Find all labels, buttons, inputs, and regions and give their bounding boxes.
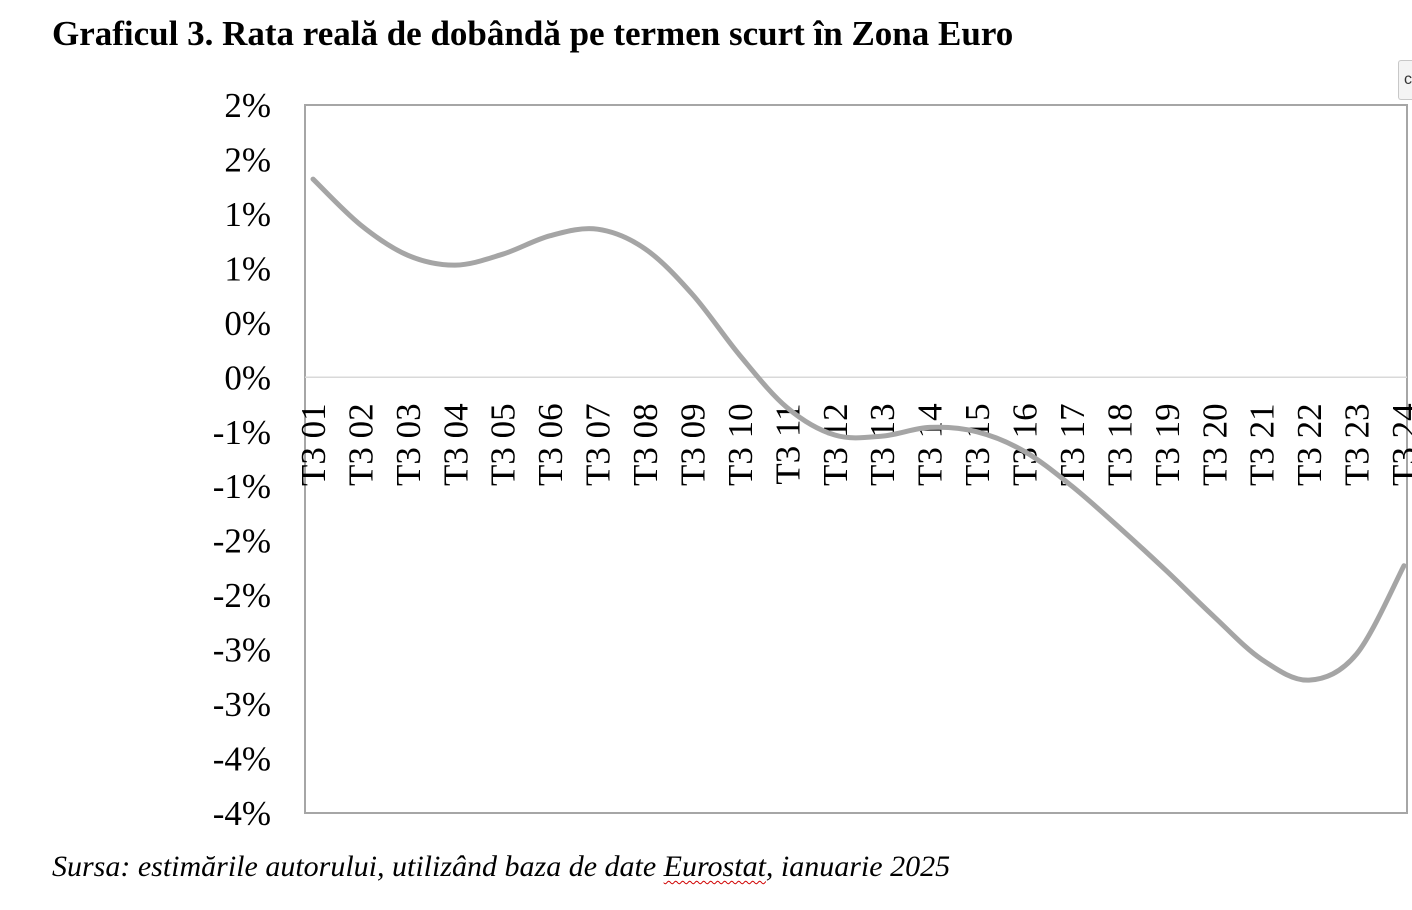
x-tick-label: T3 11 <box>768 403 807 484</box>
y-tick-label: -4% <box>213 794 271 833</box>
x-tick-label: T3 07 <box>579 403 618 486</box>
y-tick-label: -2% <box>213 522 271 561</box>
x-tick-label: T3 23 <box>1338 403 1377 486</box>
y-tick-label: -4% <box>213 740 271 779</box>
x-tick-label: T3 17 <box>1053 403 1092 486</box>
series-line <box>310 176 1407 683</box>
source-note: Sursa: estimările autorului, utilizând b… <box>52 850 950 884</box>
y-tick-label: -1% <box>213 413 271 452</box>
y-tick-label: -3% <box>213 685 271 724</box>
x-tick-label: T3 03 <box>389 403 428 486</box>
x-axis-ticks: T3 01 T3 02 T3 03 T3 04 T3 05 T3 06 T3 07 T3 08… <box>294 403 1412 486</box>
x-tick-label: T3 08 <box>626 403 665 486</box>
y-tick-label: -3% <box>213 631 271 670</box>
y-tick-label: 2% <box>224 140 271 179</box>
side-panel-handle-letter: c <box>1404 71 1412 88</box>
x-tick-label: T3 01 <box>294 403 333 486</box>
x-tick-label: T3 20 <box>1195 403 1234 486</box>
source-date: , ianuarie 2025 <box>765 850 951 883</box>
y-tick-label: 1% <box>224 249 271 288</box>
x-tick-label: T3 24 <box>1385 403 1412 486</box>
y-tick-label: -2% <box>213 576 271 615</box>
x-tick-label: T3 12 <box>816 403 855 486</box>
x-tick-label: T3 02 <box>341 403 380 486</box>
plot-area <box>304 104 1408 814</box>
y-tick-label: 0% <box>224 358 271 397</box>
y-tick-label: -1% <box>213 467 271 506</box>
chart-title: Graficul 3. Rata reală de dobândă pe ter… <box>52 14 1014 53</box>
x-tick-label: T3 14 <box>911 403 950 486</box>
x-tick-label: T3 21 <box>1243 403 1282 486</box>
x-tick-label: T3 18 <box>1100 403 1139 486</box>
x-tick-label: T3 15 <box>958 403 997 486</box>
y-axis-ticks: 2% 2% 1% 1% 0% 0% -1% -1% -2% -2% -3% -3% -4% -4% <box>213 86 271 833</box>
x-tick-label: T3 06 <box>531 403 570 486</box>
side-panel-handle[interactable]: c <box>1398 60 1412 100</box>
source-prefix: Sursa: estimările autorului, utilizând b… <box>52 850 664 883</box>
x-tick-label: T3 22 <box>1290 403 1329 486</box>
x-tick-label: T3 10 <box>721 403 760 486</box>
x-tick-label: T3 04 <box>436 403 475 486</box>
source-database-name: Eurostat <box>663 850 766 883</box>
x-tick-label: T3 19 <box>1148 403 1187 486</box>
y-tick-label: 1% <box>224 195 271 234</box>
y-tick-label: 0% <box>224 304 271 343</box>
y-tick-label: 2% <box>224 86 271 125</box>
x-tick-label: T3 13 <box>863 403 902 486</box>
x-tick-label: T3 05 <box>484 403 523 486</box>
x-tick-label: T3 09 <box>673 403 712 486</box>
